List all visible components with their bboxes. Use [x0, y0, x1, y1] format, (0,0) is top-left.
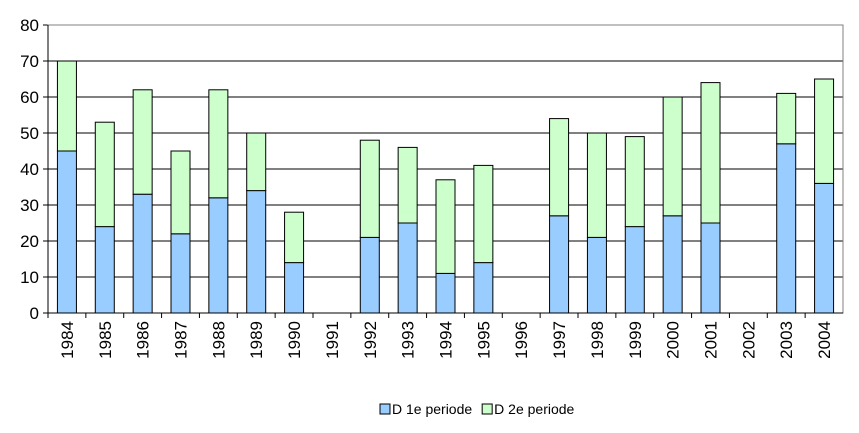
- x-tick-label: 1993: [399, 321, 418, 359]
- y-tick-label: 0: [30, 304, 39, 323]
- bar: [586, 236, 607, 314]
- legend-label: D 1e periode: [392, 401, 472, 417]
- y-tick-label: 40: [20, 160, 39, 179]
- y-tick-label: 10: [20, 268, 39, 287]
- bar: [549, 215, 570, 314]
- bar: [246, 190, 267, 314]
- bar: [284, 262, 305, 314]
- bar: [359, 139, 380, 238]
- x-tick-label: 2001: [702, 321, 721, 359]
- bar: [56, 150, 77, 314]
- x-tick-label: 1988: [209, 321, 228, 359]
- x-tick-label: 2004: [815, 321, 834, 359]
- bar: [170, 233, 191, 314]
- bar: [246, 132, 267, 192]
- x-tick-label: 1995: [474, 321, 493, 359]
- bar: [208, 89, 229, 199]
- bar: [170, 150, 191, 235]
- y-tick-label: 50: [20, 124, 39, 143]
- legend-swatch: [379, 403, 391, 415]
- bar: [397, 146, 418, 224]
- bar: [624, 136, 645, 228]
- bar: [776, 92, 797, 145]
- bar: [700, 82, 721, 224]
- bar: [473, 262, 494, 314]
- legend-swatch: [481, 403, 493, 415]
- x-tick-label: 1990: [285, 321, 304, 359]
- bar: [94, 226, 115, 314]
- x-tick-label: 1998: [588, 321, 607, 359]
- x-tick-label: 1994: [437, 321, 456, 359]
- bar: [359, 236, 380, 314]
- y-tick-label: 30: [20, 196, 39, 215]
- bar: [473, 164, 494, 264]
- bar: [208, 197, 229, 314]
- bar: [624, 226, 645, 314]
- bar: [56, 60, 77, 152]
- bar: [586, 132, 607, 238]
- bar: [397, 222, 418, 314]
- legend-label: D 2e periode: [494, 401, 574, 417]
- bar: [700, 222, 721, 314]
- x-tick-label: 1986: [134, 321, 153, 359]
- x-tick-label: 2002: [739, 321, 758, 359]
- x-tick-label: 2003: [777, 321, 796, 359]
- bar: [776, 143, 797, 314]
- bar: [435, 179, 456, 274]
- y-tick-label: 80: [20, 16, 39, 35]
- bar: [94, 121, 115, 228]
- bar: [814, 78, 835, 184]
- bar: [132, 89, 153, 195]
- y-tick-label: 70: [20, 52, 39, 71]
- bar: [549, 118, 570, 217]
- x-tick-label: 1997: [550, 321, 569, 359]
- y-tick-label: 20: [20, 232, 39, 251]
- bar: [814, 182, 835, 314]
- bar: [435, 272, 456, 314]
- x-tick-label: 1984: [58, 321, 77, 359]
- x-tick-label: 1999: [626, 321, 645, 359]
- bar: [132, 193, 153, 314]
- bar: [284, 211, 305, 264]
- y-tick-label: 60: [20, 88, 39, 107]
- bar: [662, 215, 683, 314]
- x-tick-label: 1985: [96, 321, 115, 359]
- x-tick-label: 1989: [247, 321, 266, 359]
- x-tick-label: 2000: [664, 321, 683, 359]
- x-tick-label: 1987: [172, 321, 191, 359]
- x-tick-label: 1991: [323, 321, 342, 359]
- x-tick-label: 1996: [512, 321, 531, 359]
- bar: [662, 96, 683, 217]
- x-tick-label: 1992: [361, 321, 380, 359]
